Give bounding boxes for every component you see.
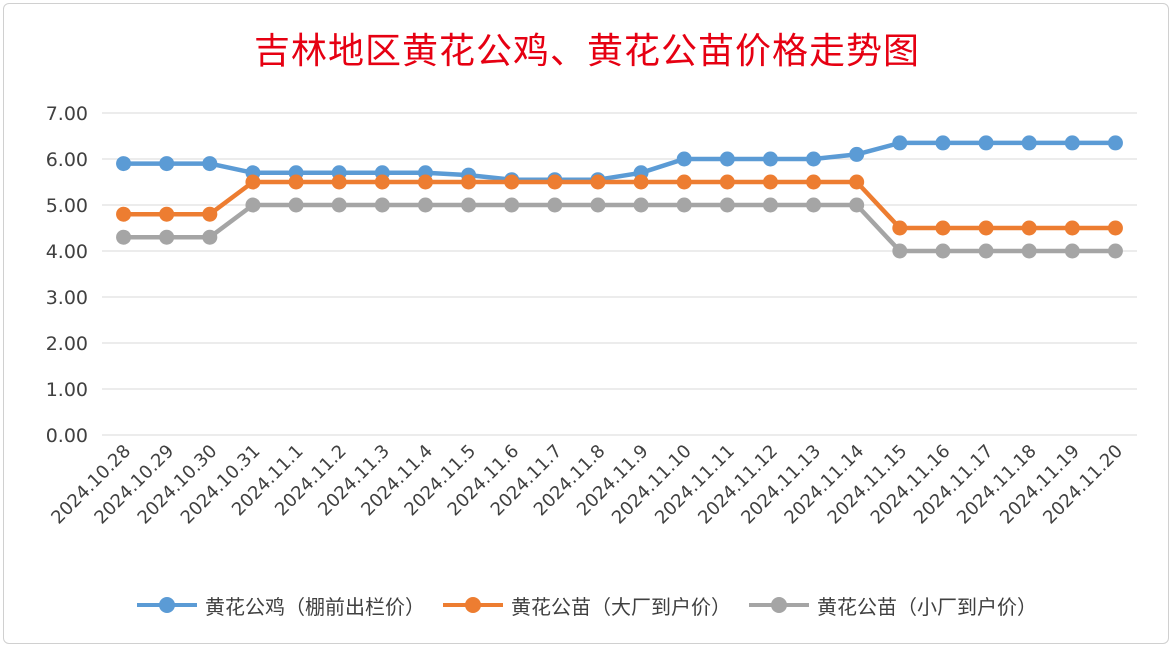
legend-label: 黄花公苗（大厂到户价） — [511, 594, 731, 619]
legend-swatch — [443, 595, 503, 615]
data-point — [245, 174, 261, 190]
data-point — [849, 174, 865, 190]
y-tick-label: 6.00 — [46, 149, 88, 171]
data-point — [762, 197, 778, 213]
y-tick-label: 4.00 — [46, 241, 88, 263]
data-point — [633, 197, 649, 213]
data-point — [892, 135, 908, 151]
data-point — [547, 197, 563, 213]
y-tick-label: 2.00 — [46, 333, 88, 355]
data-point — [504, 174, 520, 190]
data-point — [892, 243, 908, 259]
data-point — [116, 229, 132, 245]
data-point — [849, 146, 865, 162]
data-point — [978, 220, 994, 236]
data-point — [935, 135, 951, 151]
data-point — [978, 243, 994, 259]
data-point — [1064, 220, 1080, 236]
data-point — [935, 220, 951, 236]
y-tick-label: 0.00 — [46, 425, 88, 447]
y-tick-label: 5.00 — [46, 195, 88, 217]
chart-frame — [3, 3, 1169, 644]
legend-marker — [771, 597, 787, 613]
legend-label: 黄花公鸡（棚前出栏价） — [205, 594, 425, 619]
y-tick-label: 7.00 — [46, 103, 88, 125]
data-point — [849, 197, 865, 213]
data-point — [547, 174, 563, 190]
legend-marker — [465, 597, 481, 613]
data-point — [676, 174, 692, 190]
data-point — [116, 206, 132, 222]
data-point — [159, 229, 175, 245]
data-point — [331, 197, 347, 213]
data-point — [1021, 220, 1037, 236]
legend-swatch — [749, 595, 809, 615]
data-point — [719, 151, 735, 167]
data-point — [892, 220, 908, 236]
series-line — [121, 140, 1118, 182]
data-point — [806, 197, 822, 213]
data-point — [159, 206, 175, 222]
data-point — [331, 174, 347, 190]
data-point — [719, 174, 735, 190]
series-1 — [116, 135, 1123, 188]
data-point — [1107, 243, 1123, 259]
y-tick-label: 3.00 — [46, 287, 88, 309]
chart-title: 吉林地区黄花公鸡、黄花公苗价格走势图 — [253, 31, 920, 72]
data-point — [202, 206, 218, 222]
data-point — [504, 197, 520, 213]
data-point — [159, 156, 175, 172]
series-3 — [116, 197, 1123, 259]
y-axis-ticks: 0.00 1.00 2.00 3.00 4.00 5.00 6.00 7.00 — [46, 103, 88, 447]
data-point — [374, 197, 390, 213]
data-point — [762, 151, 778, 167]
data-point — [590, 197, 606, 213]
data-point — [1107, 220, 1123, 236]
data-point — [245, 197, 261, 213]
data-point — [374, 174, 390, 190]
data-point — [719, 197, 735, 213]
legend-swatch — [137, 595, 197, 615]
y-tick-label: 1.00 — [46, 379, 88, 401]
data-point — [590, 174, 606, 190]
legend-label: 黄花公苗（小厂到户价） — [817, 594, 1037, 619]
data-point — [1064, 243, 1080, 259]
data-point — [1021, 243, 1037, 259]
data-point — [676, 197, 692, 213]
series-layer — [116, 135, 1123, 259]
grid-lines — [102, 112, 1137, 436]
data-point — [1064, 135, 1080, 151]
data-point — [461, 197, 477, 213]
x-axis-ticks: 2024.10.282024.10.292024.10.302024.10.31… — [47, 441, 1127, 529]
data-point — [116, 156, 132, 172]
data-point — [806, 174, 822, 190]
data-point — [762, 174, 778, 190]
data-point — [1021, 135, 1037, 151]
data-point — [633, 174, 649, 190]
data-point — [288, 197, 304, 213]
series-2 — [116, 174, 1123, 236]
data-point — [676, 151, 692, 167]
data-point — [806, 151, 822, 167]
data-point — [1107, 135, 1123, 151]
data-point — [202, 229, 218, 245]
legend-item: 黄花公苗（大厂到户价） — [443, 591, 731, 620]
legend-item: 黄花公鸡（棚前出栏价） — [137, 591, 425, 620]
data-point — [461, 174, 477, 190]
legend-item: 黄花公苗（小厂到户价） — [749, 591, 1037, 620]
data-point — [978, 135, 994, 151]
data-point — [935, 243, 951, 259]
data-point — [417, 174, 433, 190]
data-point — [288, 174, 304, 190]
legend-marker — [159, 597, 175, 613]
data-point — [417, 197, 433, 213]
legend: 黄花公鸡（棚前出栏价） 黄花公苗（大厂到户价） 黄花公苗（小厂到户价） — [0, 588, 1174, 622]
data-point — [202, 156, 218, 172]
